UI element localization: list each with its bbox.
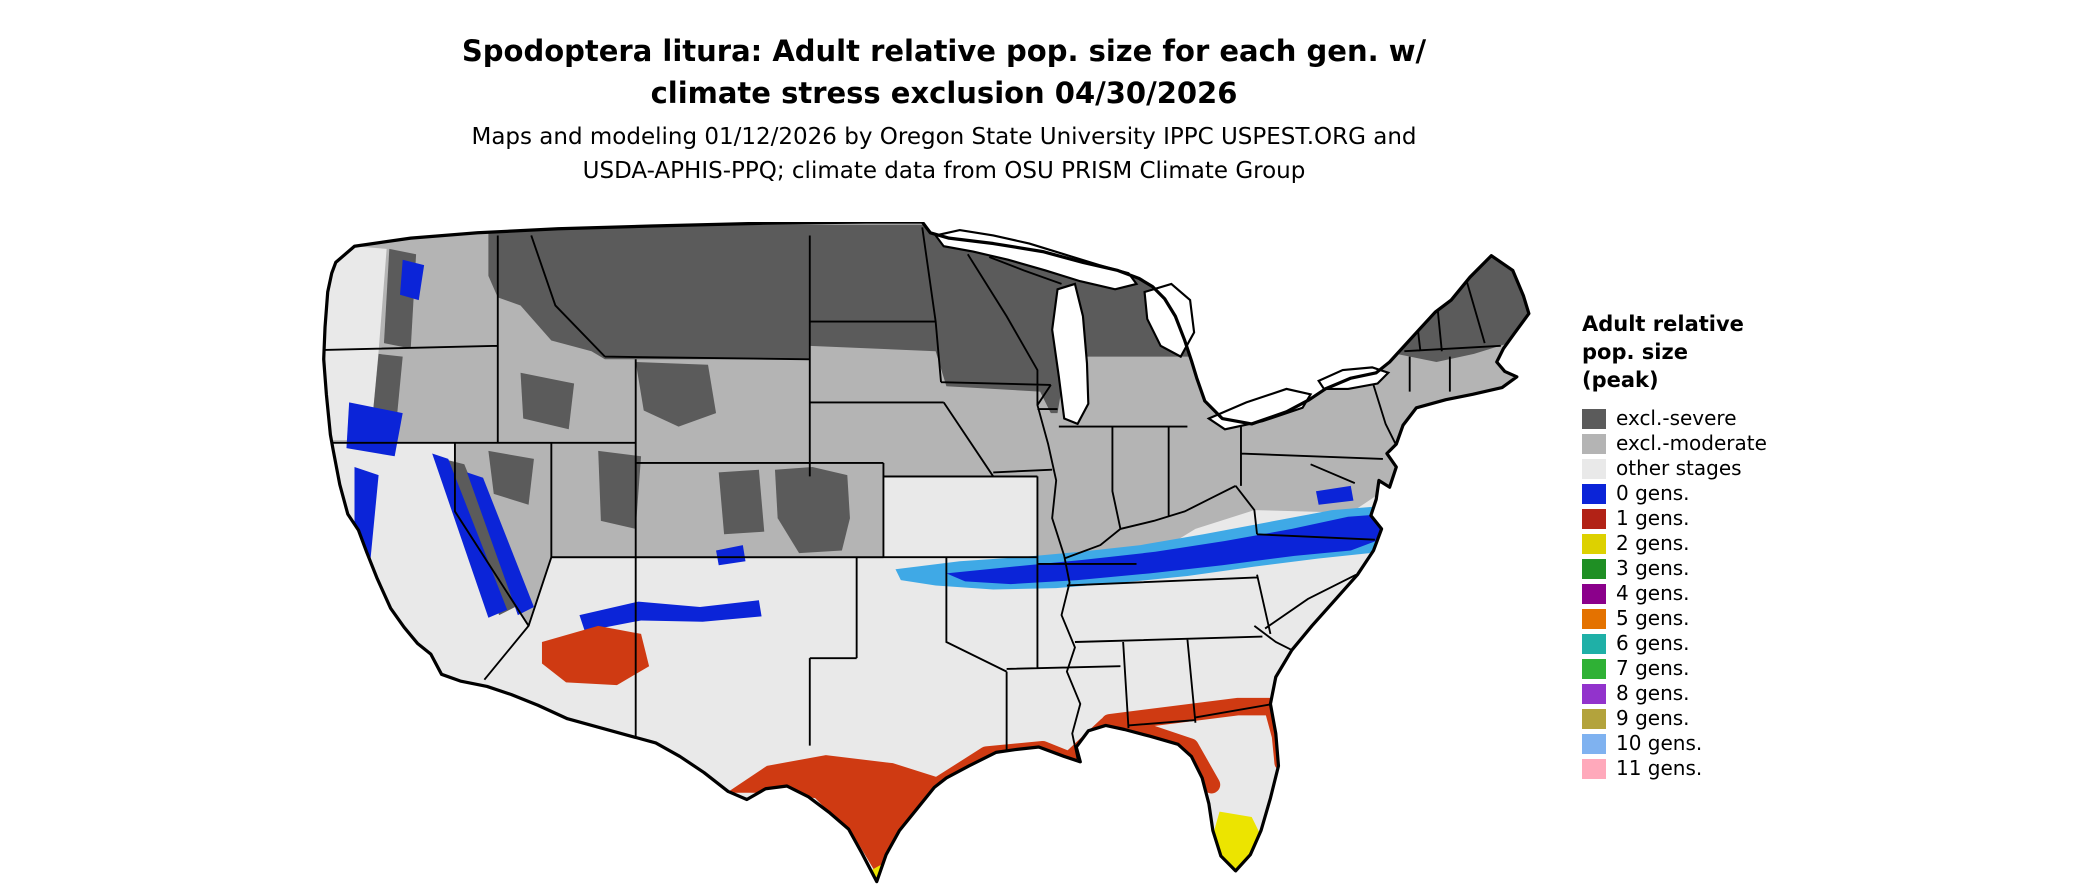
legend-item-1-gens: 1 gens. <box>1582 506 1842 531</box>
lake-michigan <box>1051 282 1090 426</box>
legend-label: 10 gens. <box>1616 731 1703 755</box>
severe-nevada <box>488 450 534 505</box>
legend-label: other stages <box>1616 456 1742 480</box>
legend-swatch <box>1582 508 1606 529</box>
legend-label: 6 gens. <box>1616 631 1690 655</box>
blue-north-cascades <box>400 259 425 301</box>
legend-title-line3: (peak) <box>1582 368 1659 392</box>
legend-item-10-gens: 10 gens. <box>1582 731 1842 756</box>
us-outline <box>322 222 1531 884</box>
legend: Adult relative pop. size (peak) excl.-se… <box>1582 310 1842 781</box>
legend-item-6-gens: 6 gens. <box>1582 631 1842 656</box>
legend-item-8-gens: 8 gens. <box>1582 681 1842 706</box>
legend-item-7-gens: 7 gens. <box>1582 656 1842 681</box>
region-gens2-yellow <box>870 811 1263 882</box>
legend-swatch <box>1582 483 1606 504</box>
us-map <box>317 222 1557 887</box>
legend-label: 0 gens. <box>1616 481 1690 505</box>
legend-item-9-gens: 9 gens. <box>1582 706 1842 731</box>
severe-yellowstone <box>635 362 717 427</box>
blue-central-newmexico <box>716 545 746 566</box>
legend-label: 8 gens. <box>1616 681 1690 705</box>
severe-utah-mountains <box>598 450 642 529</box>
severe-north-newmexico <box>718 469 765 535</box>
legend-label: 4 gens. <box>1616 581 1690 605</box>
legend-item-4-gens: 4 gens. <box>1582 581 1842 606</box>
legend-swatch <box>1582 658 1606 679</box>
red-southern-arizona <box>541 625 650 686</box>
legend-item-other-stages: other stages <box>1582 456 1842 481</box>
map-title-line2: climate stress exclusion 04/30/2026 <box>650 76 1238 110</box>
map-subtitle-line1: Maps and modeling 01/12/2026 by Oregon S… <box>471 124 1417 150</box>
legend-swatch <box>1582 533 1606 554</box>
legend-item-0-gens: 0 gens. <box>1582 481 1842 506</box>
map-subtitle-line2: USDA-APHIS-PPQ; climate data from OSU PR… <box>582 158 1306 184</box>
region-other-stages-westcoast <box>323 243 387 441</box>
legend-item-11-gens: 11 gens. <box>1582 756 1842 781</box>
us-map-svg <box>322 222 1531 884</box>
legend-swatch <box>1582 733 1606 754</box>
blue-mogollon-arc <box>579 600 762 632</box>
legend-title-line1: Adult relative <box>1582 312 1744 336</box>
legend-label: 7 gens. <box>1616 656 1690 680</box>
legend-swatch <box>1582 683 1606 704</box>
lake-superior <box>933 228 1139 291</box>
legend-label: 9 gens. <box>1616 706 1690 730</box>
legend-swatch <box>1582 433 1606 454</box>
legend-label: 11 gens. <box>1616 756 1703 780</box>
legend-swatch <box>1582 708 1606 729</box>
legend-title: Adult relative pop. size (peak) <box>1582 310 1842 394</box>
region-excl-severe <box>370 224 1529 616</box>
legend-swatch <box>1582 583 1606 604</box>
legend-item-5-gens: 5 gens. <box>1582 606 1842 631</box>
legend-label: 2 gens. <box>1616 531 1690 555</box>
legend-label: 5 gens. <box>1616 606 1690 630</box>
blue-sierra-east-flank <box>466 472 534 616</box>
legend-item-2-gens: 2 gens. <box>1582 531 1842 556</box>
severe-northern-tier <box>488 224 1192 414</box>
legend-swatch <box>1582 758 1606 779</box>
legend-swatch <box>1582 558 1606 579</box>
blue-north-virginia <box>1315 485 1354 505</box>
legend-swatch <box>1582 608 1606 629</box>
legend-swatch <box>1582 458 1606 479</box>
legend-item-3-gens: 3 gens. <box>1582 556 1842 581</box>
legend-item-excl-moderate: excl.-moderate <box>1582 431 1842 456</box>
blue-midsouth-band <box>946 514 1385 585</box>
map-subtitle: Maps and modeling 01/12/2026 by Oregon S… <box>144 120 1744 188</box>
legend-swatch <box>1582 633 1606 654</box>
legend-label: 1 gens. <box>1616 506 1690 530</box>
legend-label: excl.-moderate <box>1616 431 1767 455</box>
legend-title-line2: pop. size <box>1582 340 1688 364</box>
legend-label: excl.-severe <box>1616 406 1737 430</box>
severe-new-england <box>1396 251 1529 362</box>
legend-label: 3 gens. <box>1616 556 1690 580</box>
map-title: Spodoptera litura: Adult relative pop. s… <box>144 30 1744 114</box>
legend-item-excl-severe: excl.-severe <box>1582 406 1842 431</box>
severe-east-oregon <box>520 372 575 430</box>
map-title-line1: Spodoptera litura: Adult relative pop. s… <box>461 34 1427 68</box>
severe-colorado-rockies <box>774 467 850 554</box>
legend-swatch <box>1582 408 1606 429</box>
